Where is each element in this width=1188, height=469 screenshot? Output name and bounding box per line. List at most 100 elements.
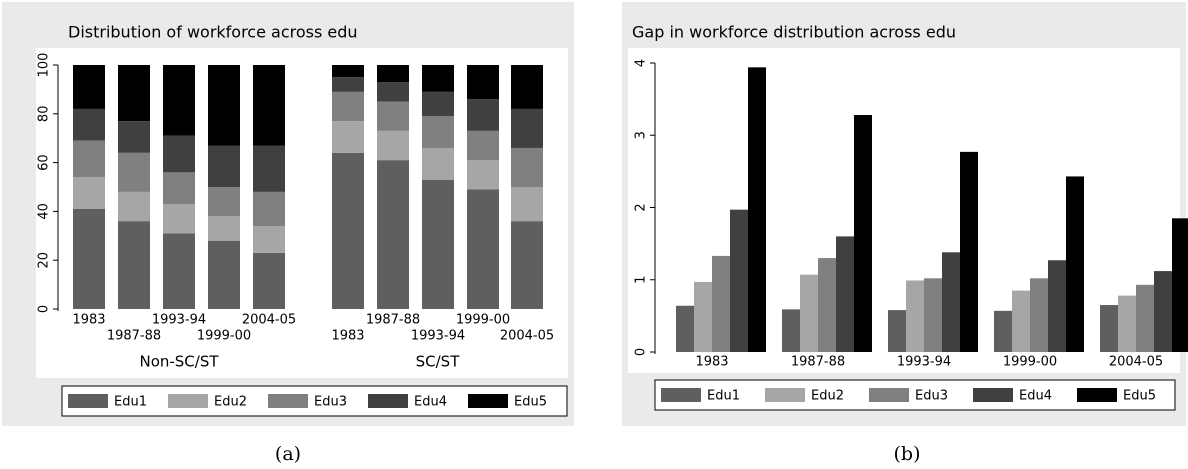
bar xyxy=(818,258,836,352)
bar-segment xyxy=(253,252,285,309)
bar xyxy=(924,278,942,352)
bar-segment xyxy=(118,121,150,153)
x-tick-label: 2004-05 xyxy=(1109,355,1163,370)
y-tick-label: 1 xyxy=(634,276,649,284)
bar-segment xyxy=(163,204,195,234)
x-tick-label: 1987-88 xyxy=(791,355,845,370)
x-tick-label: 1993-94 xyxy=(897,355,951,370)
legend-swatch xyxy=(268,394,308,408)
x-tick-label: 1987-88 xyxy=(107,329,161,344)
legend-swatch xyxy=(973,388,1013,402)
bar-segment xyxy=(73,140,105,178)
x-tick-label: 1999-00 xyxy=(1003,355,1057,370)
legend-swatch xyxy=(661,388,701,402)
legend-label: Edu1 xyxy=(707,389,740,404)
legend-box xyxy=(654,379,1176,411)
bar-segment xyxy=(422,147,454,180)
bar-segment xyxy=(422,91,454,117)
x-tick-label: 1983 xyxy=(72,313,105,328)
bar-segment xyxy=(208,240,240,309)
bar xyxy=(1100,305,1118,352)
y-tick-label: 100 xyxy=(37,53,52,78)
bar xyxy=(1012,290,1030,352)
bar-segment xyxy=(208,187,240,217)
bar xyxy=(1172,218,1188,352)
y-tick-label: 20 xyxy=(37,252,52,269)
bar-segment xyxy=(332,77,364,92)
chart-title: Gap in workforce distribution across edu xyxy=(632,23,956,42)
x-tick-label: 1993-94 xyxy=(411,329,465,344)
bar-segment xyxy=(377,160,409,309)
bar-segment xyxy=(377,65,409,83)
bar-segment xyxy=(422,179,454,309)
bar-segment xyxy=(208,216,240,241)
bar-segment xyxy=(253,226,285,253)
bar-segment xyxy=(511,147,543,187)
bar xyxy=(1048,260,1066,352)
legend-label: Edu4 xyxy=(414,395,447,410)
bar-segment xyxy=(163,65,195,136)
y-tick-label: 40 xyxy=(37,203,52,220)
bar xyxy=(676,305,694,352)
bar-segment xyxy=(467,99,499,131)
bar-segment xyxy=(332,121,364,153)
bar-segment xyxy=(208,65,240,146)
bar-segment xyxy=(73,65,105,109)
bar-segment xyxy=(73,208,105,309)
bar-segment xyxy=(467,130,499,161)
bar-segment xyxy=(511,108,543,148)
bar xyxy=(694,281,712,352)
bar-segment xyxy=(253,191,285,227)
legend-swatch xyxy=(168,394,208,408)
bar xyxy=(1030,278,1048,352)
bar-segment xyxy=(118,191,150,222)
bar-segment xyxy=(163,233,195,309)
bar-segment xyxy=(377,130,409,161)
x-tick-label: 1999-00 xyxy=(197,329,251,344)
legend-swatch xyxy=(869,388,909,402)
bar-segment xyxy=(467,189,499,309)
bar-segment xyxy=(208,145,240,187)
x-tick-label: 1993-94 xyxy=(152,313,206,328)
legend-label: Edu3 xyxy=(915,389,948,404)
chart-title: Distribution of workforce across edu xyxy=(68,23,358,42)
bar xyxy=(1118,295,1136,352)
group-label: SC/ST xyxy=(416,353,461,371)
bar-segment xyxy=(422,65,454,92)
bar xyxy=(712,255,730,352)
y-tick-label: 0 xyxy=(634,348,649,356)
bar-segment xyxy=(73,177,105,209)
bar-segment xyxy=(511,221,543,309)
legend-swatch xyxy=(368,394,408,408)
bar-segment xyxy=(118,65,150,122)
bar-segment xyxy=(118,152,150,192)
y-tick-label: 60 xyxy=(37,154,52,171)
bar-segment xyxy=(253,65,285,146)
y-tick-label: 0 xyxy=(37,305,52,313)
bar xyxy=(960,151,978,352)
bar-segment xyxy=(73,108,105,141)
bar-segment xyxy=(163,135,195,173)
bar-segment xyxy=(422,116,454,148)
legend-label: Edu2 xyxy=(214,395,247,410)
legend-label: Edu5 xyxy=(514,395,547,410)
bar-segment xyxy=(253,145,285,192)
bar xyxy=(854,115,872,353)
bar xyxy=(994,310,1012,352)
bar xyxy=(942,252,960,352)
legend-label: Edu2 xyxy=(811,389,844,404)
y-tick-label: 80 xyxy=(37,106,52,123)
bar-segment xyxy=(163,172,195,205)
y-tick-label: 2 xyxy=(634,203,649,211)
x-tick-label: 2004-05 xyxy=(500,329,554,344)
bar xyxy=(730,209,748,352)
x-tick-label: 2004-05 xyxy=(242,313,296,328)
bar xyxy=(1136,284,1154,352)
bar xyxy=(1066,176,1084,352)
legend-label: Edu3 xyxy=(314,395,347,410)
caption: (b) xyxy=(894,443,921,465)
legend-swatch xyxy=(68,394,108,408)
bar-segment xyxy=(118,221,150,309)
bar-segment xyxy=(332,65,364,78)
x-tick-label: 1983 xyxy=(695,355,728,370)
